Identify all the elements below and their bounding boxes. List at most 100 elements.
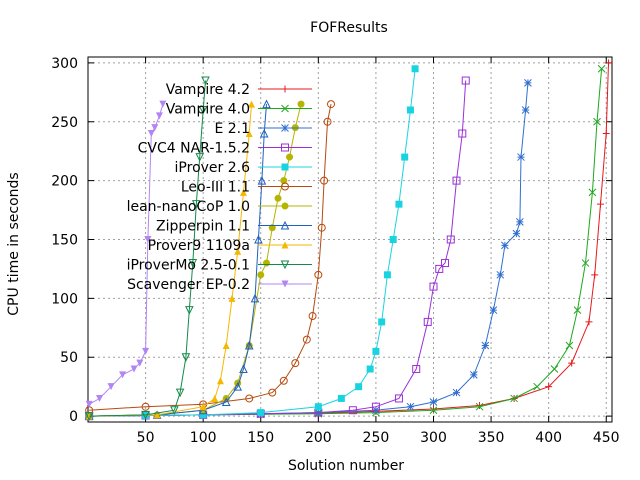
data-point (119, 371, 127, 379)
y-tick-label: 0 (69, 409, 78, 425)
data-point (257, 409, 265, 417)
data-point (239, 188, 247, 196)
legend-entry: Vampire 4.2 (166, 82, 312, 98)
data-point (228, 294, 236, 302)
x-tick-label: 200 (305, 430, 332, 446)
data-point (429, 405, 437, 413)
legend-marker (281, 182, 289, 191)
data-point (517, 153, 525, 161)
data-point (469, 371, 478, 379)
series-9 (85, 100, 256, 420)
data-point (155, 112, 163, 120)
data-point (394, 394, 403, 403)
data-point (280, 177, 288, 185)
series-5 (85, 65, 419, 420)
data-point (461, 76, 470, 85)
data-point (191, 200, 201, 209)
data-point (201, 76, 210, 86)
data-point (254, 234, 263, 244)
data-point (389, 236, 397, 243)
y-axis-label: CPU time in seconds (6, 172, 22, 315)
data-point (512, 229, 521, 238)
data-point (496, 270, 505, 279)
legend-entry: E 2.1 (214, 121, 312, 137)
data-point (141, 402, 150, 411)
data-point (406, 402, 415, 411)
data-point (475, 402, 484, 411)
data-point (245, 130, 253, 138)
legend-label: iProver 2.6 (175, 160, 251, 176)
data-point (314, 270, 323, 279)
legend-marker (281, 104, 289, 113)
x-tick-label: 150 (247, 430, 274, 446)
data-point (239, 364, 248, 374)
data-point (144, 236, 152, 243)
data-point (175, 388, 185, 398)
data-point (185, 306, 194, 315)
data-point (326, 100, 335, 109)
data-point (291, 359, 300, 368)
legend-marker (280, 260, 290, 270)
series-10 (84, 76, 210, 421)
data-point (568, 359, 576, 367)
data-point (286, 153, 294, 161)
data-point (423, 317, 432, 326)
data-point (401, 153, 409, 161)
data-point (188, 259, 198, 268)
legend-label: Vampire 4.0 (166, 102, 250, 118)
data-point (85, 412, 93, 420)
legend-marker (281, 143, 289, 152)
data-point (372, 347, 380, 355)
data-point (481, 341, 490, 350)
data-point (573, 306, 582, 314)
data-point (395, 200, 403, 208)
legend-label: E 2.1 (214, 121, 250, 137)
data-point (147, 130, 155, 138)
data-point (234, 247, 242, 255)
data-point (588, 188, 597, 197)
legend-label: Zipperpin 1.1 (156, 219, 250, 235)
y-tick-label: 100 (51, 291, 78, 307)
data-point (521, 106, 530, 114)
data-point (268, 388, 277, 397)
legend-marker (281, 280, 289, 288)
data-point (323, 117, 332, 126)
data-point (248, 100, 256, 108)
x-tick-label: 450 (593, 430, 620, 446)
axis-ticks: 50 100 150 200 250 300 350 400 450 0 50 100 150 200 25… (51, 56, 619, 446)
legend-label: CVC4 NAR-1.5.2 (138, 141, 250, 157)
data-point (308, 312, 317, 321)
data-point (441, 259, 450, 268)
data-point (591, 271, 599, 279)
data-point (142, 347, 150, 355)
data-point (136, 359, 144, 367)
y-tick-label: 300 (51, 56, 78, 72)
legend-label: Scavenger EP-0.2 (127, 277, 250, 293)
series-line (89, 80, 467, 417)
data-point (524, 79, 532, 87)
data-point (302, 335, 311, 344)
data-point (263, 259, 271, 267)
data-point (198, 105, 208, 115)
data-point (406, 106, 414, 114)
data-point (605, 59, 613, 67)
data-point (259, 128, 269, 138)
legend-label: lean-nanoCoP 1.0 (127, 199, 250, 215)
data-point (85, 400, 93, 408)
series-line (89, 104, 267, 417)
data-point (244, 340, 254, 350)
series-11 (85, 100, 167, 408)
y-tick-label: 50 (60, 350, 78, 366)
data-point (581, 259, 590, 267)
data-point (279, 376, 288, 385)
data-point (317, 223, 326, 232)
x-tick-label: 50 (137, 430, 155, 446)
x-tick-label: 300 (420, 430, 447, 446)
data-point (222, 341, 230, 349)
data-point (446, 235, 455, 244)
series-group (84, 59, 613, 421)
legend-marker (281, 124, 289, 132)
data-point (516, 217, 524, 226)
data-point (565, 341, 574, 350)
